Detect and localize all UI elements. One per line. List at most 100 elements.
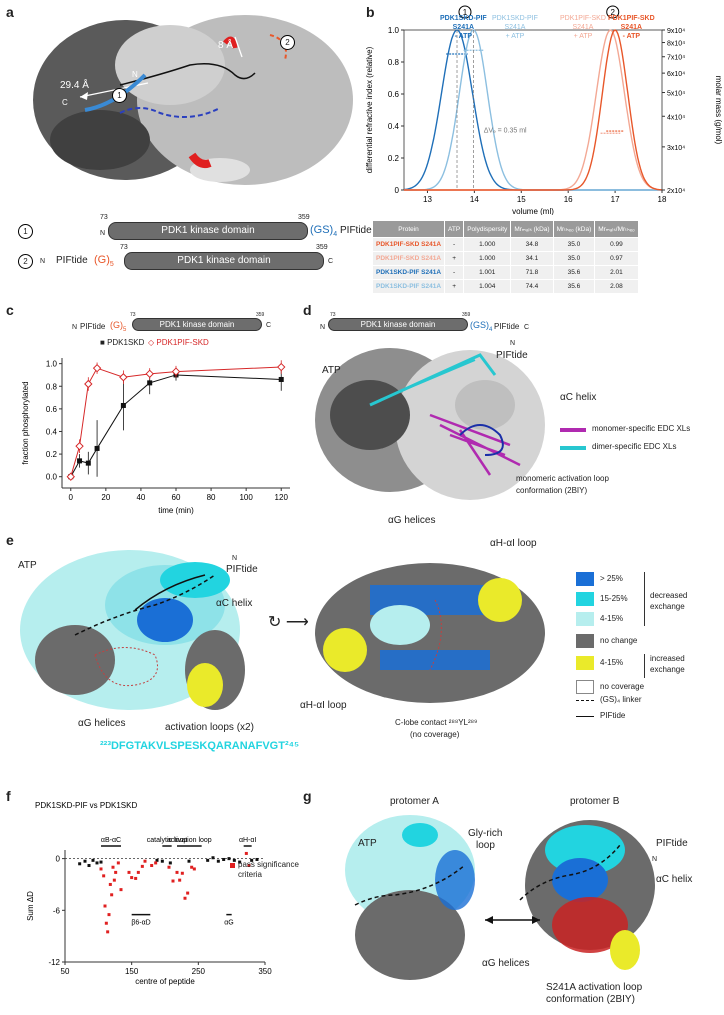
d-legend-dimer: dimer-specific EDC XLs: [592, 442, 677, 451]
b-plot-frame: [403, 29, 663, 191]
b-y-tick-label: 0.4: [388, 122, 400, 131]
b-y-tick-label: 0.8: [388, 58, 400, 67]
b-series-line-3: [404, 29, 662, 191]
d-ag-helices-label: αG helices: [388, 515, 436, 526]
f-point-nonsig: [187, 859, 191, 863]
f-x-tick-label: 150: [125, 967, 139, 976]
c-y-tick-label: 0.8: [46, 382, 58, 391]
construct-1-n: N: [100, 230, 106, 237]
construct-2-linker: (G): [94, 254, 110, 266]
c-construct-c: C: [266, 322, 272, 329]
c-point-skd: [85, 460, 91, 466]
panel-label-a: a: [6, 4, 14, 20]
f-y-tick-label: -6: [53, 906, 61, 915]
f-point-nonsig: [227, 857, 231, 861]
table-row: PDK1PIF-SKD S241A -1.000 34.8 35.0 0.99: [371, 237, 639, 252]
d-construct-start-res: 73: [330, 312, 336, 318]
legend-exchange-2: exchange: [650, 665, 685, 674]
f-annotation-label-4: β6-αD: [131, 920, 150, 927]
b-x-tick-label: 15: [517, 195, 526, 204]
e-ahai-loop-top: αH-αI loop: [490, 538, 537, 549]
d-loop-label-1: monomeric activation loop: [516, 474, 609, 483]
b-y2-tick-label: 7x10⁴: [667, 55, 685, 62]
panel-label-d: d: [303, 302, 312, 318]
panel-e-structure-back: [315, 563, 545, 703]
table-cell-ratio: 2.08: [594, 279, 639, 294]
table-header-0: Protein: [371, 220, 446, 238]
c-y-tick-label: 0.0: [46, 473, 58, 482]
peak-label-pif-plus-2: S241A: [572, 24, 594, 31]
construct-2-head: PIFtide: [56, 255, 88, 266]
table-cell-poly: 1.000: [463, 251, 512, 266]
table-cell-protein: PDK1PIF-SKD S241A: [371, 251, 446, 266]
peak-label-pif-plus-1: PDK1PIF-SKD: [560, 15, 606, 22]
distance-label-1: 29.4 Å: [60, 80, 89, 91]
c-y-tick-label: 0.6: [46, 405, 58, 414]
c-point-pif: [66, 472, 75, 481]
e-n-label: N: [232, 555, 238, 562]
d-legend-monomer: monomer-specific EDC XLs: [592, 424, 691, 433]
b-circle-1-text: 1: [463, 8, 468, 17]
f-point-sig: [112, 878, 116, 882]
d-legend-monomer-swatch: [560, 428, 586, 432]
peak-label-skd-minus-3: - ATP: [454, 33, 473, 40]
c-y-tick-label: 0.2: [46, 450, 58, 459]
f-x-tick-label: 250: [192, 967, 206, 976]
table-cell-ratio: 0.97: [594, 251, 639, 266]
f-point-sig: [110, 893, 114, 897]
table-cell-theo: 35.6: [552, 265, 596, 280]
f-point-sig: [102, 874, 106, 878]
table-cell-atp: +: [444, 279, 465, 294]
table-cell-mals: 34.1: [510, 251, 554, 266]
table-cell-poly: 1.000: [463, 237, 512, 252]
marker-circle-1: 1: [112, 88, 127, 103]
c-point-pif: [84, 379, 93, 389]
table-cell-protein: PDK1SKD-PIF S241A: [371, 279, 446, 294]
legend-4-15: 4-15%: [600, 614, 624, 623]
c-x-tick-label: 20: [101, 493, 110, 502]
distance-arrow-2: [234, 36, 243, 58]
f-point-sig: [143, 859, 147, 863]
f-point-sig: [171, 879, 175, 883]
c-x-tick-label: 80: [207, 493, 216, 502]
f-point-sig: [127, 870, 131, 874]
legend-swatch-gt25: [576, 572, 594, 586]
e-clobe-label-1: C-lobe contact ²⁸⁸YL²⁸⁹: [395, 718, 478, 727]
b-y-tick-label: 0.2: [388, 154, 400, 163]
legend-exchange-1: exchange: [650, 602, 685, 611]
c-point-pif: [171, 367, 181, 376]
legend-swatch-4-15: [576, 612, 594, 626]
c-construct-end-res: 359: [256, 312, 265, 318]
table-cell-theo: 35.0: [552, 237, 596, 252]
f-point-sig: [150, 864, 154, 868]
b-y2-tick-label: 5x10⁴: [667, 91, 685, 98]
table-cell-mals: 74.4: [510, 279, 554, 294]
c-point-pif: [277, 362, 286, 372]
g-atp-label: ATP: [358, 838, 377, 849]
f-point-sig: [104, 921, 108, 925]
panel-g-structures: [345, 815, 655, 980]
legend-swatch-increased: [576, 656, 594, 670]
f-point-sig: [247, 864, 251, 868]
marker-circle-2: 2: [280, 35, 295, 50]
table-cell-ratio: 0.99: [594, 237, 639, 252]
f-point-nonsig: [222, 857, 226, 861]
construct-1-linker-sub: 4: [333, 231, 338, 239]
construct-1-marker: 1: [18, 224, 33, 239]
c-construct-n: N: [72, 324, 78, 331]
c-series-line-1: [70, 366, 282, 477]
construct-2-start-res: 73: [120, 244, 128, 251]
c-legend-skd: ■ PDK1SKD: [100, 338, 145, 347]
c-construct-linker-sub: 5: [123, 326, 127, 333]
b-y2-tick-label: 4x10⁴: [667, 114, 685, 121]
b-y-tick-label: 0.6: [388, 90, 400, 99]
construct-2-domain: PDK1 kinase domain: [124, 252, 324, 270]
f-point-sig: [99, 867, 103, 871]
g-protomer-b: protomer B: [570, 796, 620, 807]
c-x-tick-label: 40: [136, 493, 145, 502]
peak-label-skd-plus-2: S241A: [504, 24, 526, 31]
d-construct-n: N: [320, 324, 326, 331]
b-y2-tick-label: 9x10⁴: [667, 28, 685, 35]
f-legend-sig-1: pass significance: [238, 860, 299, 869]
f-point-nonsig: [168, 861, 172, 865]
